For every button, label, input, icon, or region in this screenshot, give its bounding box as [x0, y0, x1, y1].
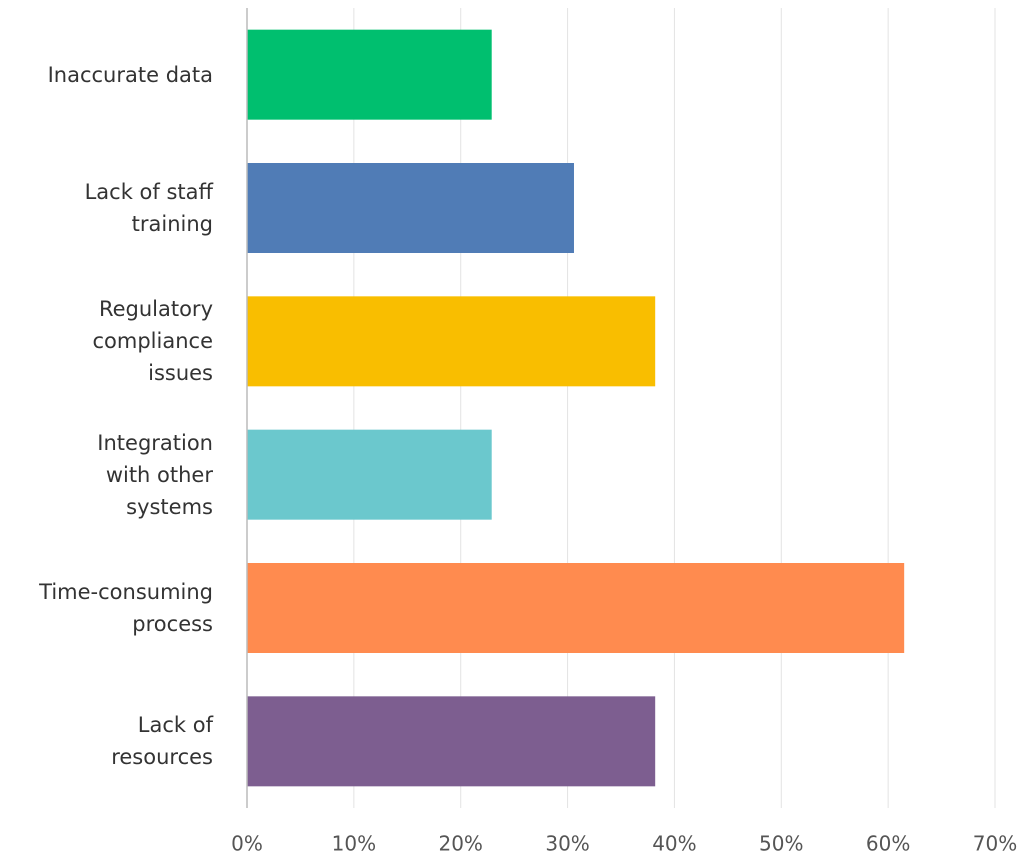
bar — [247, 696, 656, 787]
y-tick-label: Inaccurate data — [47, 62, 213, 87]
x-tick-label: 70% — [973, 832, 1017, 856]
y-tick-label: Time-consuming process — [39, 580, 213, 636]
bar — [247, 429, 492, 520]
x-tick-label: 50% — [759, 832, 803, 856]
y-tick-label: Lack of resources — [111, 713, 213, 770]
bar — [247, 29, 492, 120]
x-tick-label: 0% — [231, 832, 263, 856]
y-tick-label: Integration with other systems — [97, 430, 213, 519]
x-tick-label: 30% — [545, 832, 589, 856]
x-tick-label: 40% — [652, 832, 696, 856]
x-tick-label: 60% — [866, 832, 910, 856]
x-tick-label: 10% — [332, 832, 376, 856]
bar — [247, 296, 656, 387]
y-tick-label: Regulatory compliance issues — [92, 297, 214, 386]
y-tick-label: Lack of staff training — [84, 180, 213, 236]
bar — [247, 163, 574, 253]
bar — [247, 563, 905, 653]
x-tick-label: 20% — [438, 832, 482, 856]
